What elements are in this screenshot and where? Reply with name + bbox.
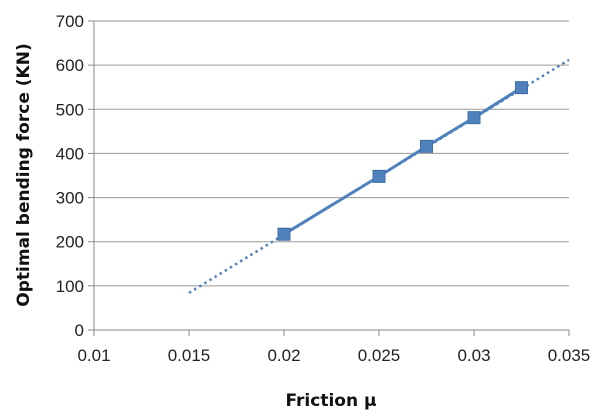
y-tick-label: 100 <box>56 277 84 296</box>
y-tick-label: 500 <box>56 100 84 119</box>
data-point-marker <box>420 139 433 153</box>
x-tick-label: 0.01 <box>77 346 110 365</box>
x-tick-label: 0.025 <box>358 346 401 365</box>
y-tick-label: 400 <box>56 144 84 163</box>
data-point-marker <box>467 111 481 125</box>
y-tick-label: 300 <box>56 189 84 208</box>
y-tick-label: 600 <box>56 56 84 75</box>
y-axis-title: Optimal bending force (KN) <box>14 43 34 306</box>
x-tick-label: 0.035 <box>548 346 591 365</box>
data-point-marker <box>372 169 386 183</box>
axes <box>88 20 570 336</box>
x-tick-label: 0.015 <box>168 346 211 365</box>
data-point-marker <box>277 227 291 241</box>
data-point-marker <box>515 81 528 95</box>
y-tick-label: 700 <box>56 12 84 31</box>
y-tick-label: 200 <box>56 233 84 252</box>
y-tick-label: 0 <box>75 321 84 340</box>
x-tick-label: 0.02 <box>267 346 300 365</box>
data-markers <box>277 81 528 241</box>
x-axis-title: Friction μ <box>286 391 377 411</box>
x-tick-label: 0.03 <box>457 346 490 365</box>
gridlines <box>94 20 569 287</box>
tick-labels: 0 100 200 300 400 500 600 700 0.01 0.015 0.02 0.025… <box>56 12 591 365</box>
